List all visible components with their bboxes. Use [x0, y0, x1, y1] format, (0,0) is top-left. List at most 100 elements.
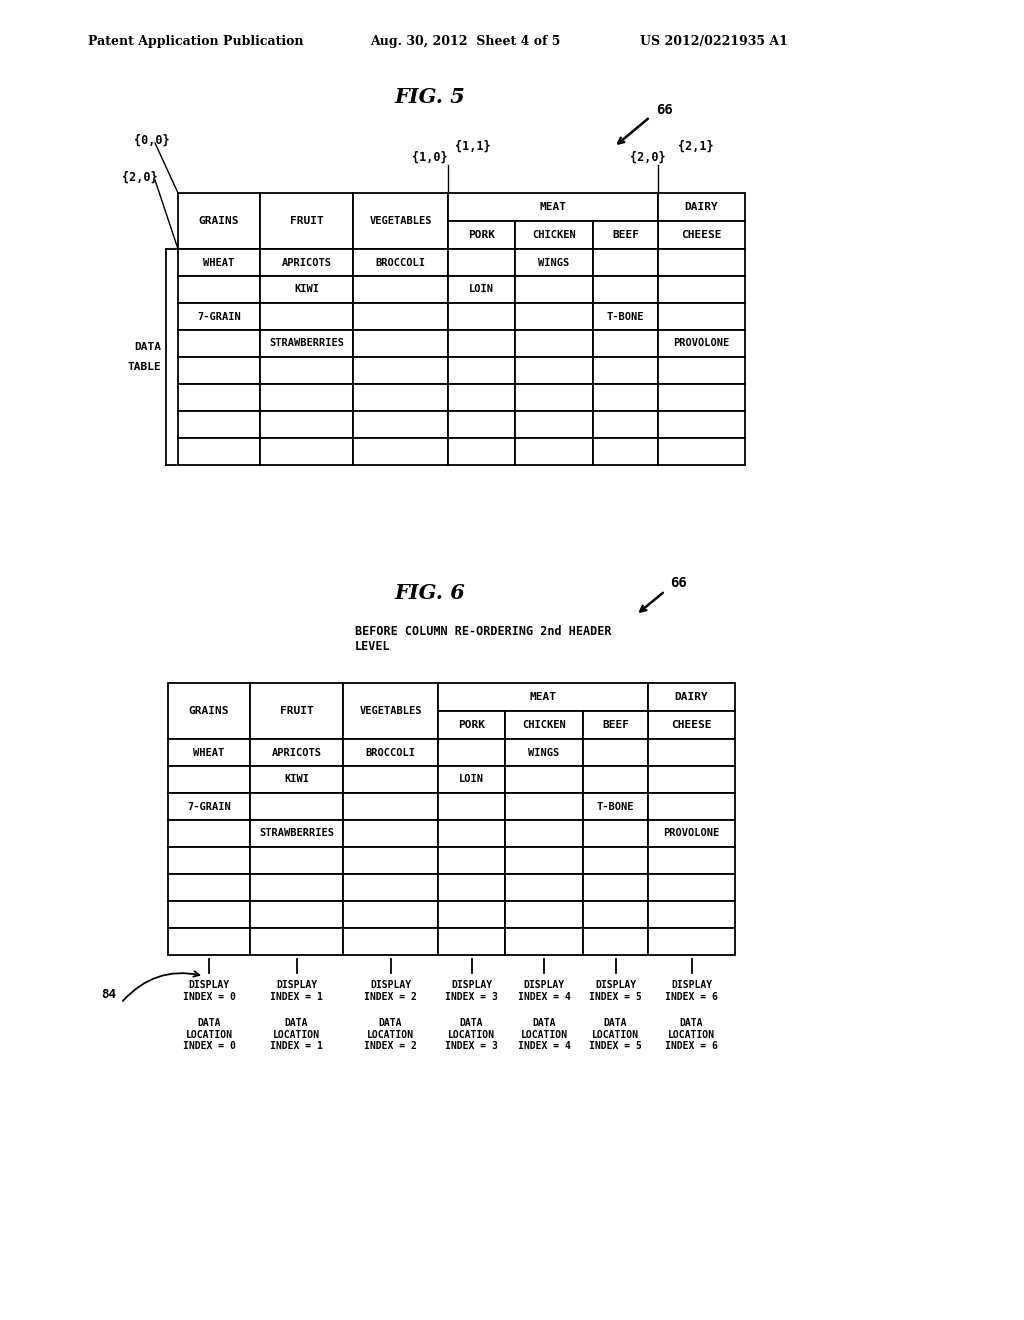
Text: {1,1}: {1,1}: [456, 140, 490, 153]
Bar: [583, 928, 648, 954]
Text: DATA
LOCATION
INDEX = 6: DATA LOCATION INDEX = 6: [665, 1018, 718, 1051]
Bar: [168, 739, 250, 766]
Text: CHICKEN: CHICKEN: [522, 719, 566, 730]
Bar: [178, 411, 260, 438]
Text: PORK: PORK: [468, 230, 495, 240]
Bar: [658, 193, 745, 220]
Bar: [353, 193, 449, 249]
Text: DISPLAY
INDEX = 5: DISPLAY INDEX = 5: [589, 979, 642, 1002]
Bar: [515, 330, 593, 356]
Bar: [593, 411, 658, 438]
Text: DISPLAY
INDEX = 3: DISPLAY INDEX = 3: [445, 979, 498, 1002]
Text: 7-GRAIN: 7-GRAIN: [187, 801, 230, 812]
Bar: [438, 902, 505, 928]
Bar: [449, 411, 515, 438]
Bar: [449, 193, 658, 220]
Bar: [648, 928, 735, 954]
Bar: [505, 793, 583, 820]
Text: FIG. 6: FIG. 6: [394, 583, 465, 603]
Bar: [658, 249, 745, 276]
Text: BROCCOLI: BROCCOLI: [366, 747, 416, 758]
Text: DAIRY: DAIRY: [685, 202, 719, 213]
Text: 84: 84: [101, 989, 116, 1002]
Text: {2,0}: {2,0}: [630, 150, 666, 164]
Bar: [438, 682, 648, 711]
Text: DISPLAY
INDEX = 2: DISPLAY INDEX = 2: [365, 979, 417, 1002]
Bar: [583, 847, 648, 874]
Bar: [648, 793, 735, 820]
Bar: [593, 356, 658, 384]
Text: BEEF: BEEF: [612, 230, 639, 240]
Bar: [260, 276, 353, 304]
Text: {2,1}: {2,1}: [678, 140, 714, 153]
Bar: [260, 249, 353, 276]
Text: PROVOLONE: PROVOLONE: [664, 829, 720, 838]
Text: Patent Application Publication: Patent Application Publication: [88, 36, 303, 49]
Bar: [515, 220, 593, 249]
Bar: [449, 249, 515, 276]
Bar: [250, 874, 343, 902]
Text: GRAINS: GRAINS: [188, 706, 229, 715]
Bar: [583, 739, 648, 766]
Text: 66: 66: [656, 103, 673, 117]
Text: 7-GRAIN: 7-GRAIN: [198, 312, 241, 322]
Bar: [343, 874, 438, 902]
Bar: [353, 438, 449, 465]
Bar: [438, 820, 505, 847]
Bar: [168, 847, 250, 874]
Bar: [168, 928, 250, 954]
Text: DISPLAY
INDEX = 1: DISPLAY INDEX = 1: [270, 979, 323, 1002]
Bar: [353, 330, 449, 356]
Bar: [168, 766, 250, 793]
Bar: [505, 902, 583, 928]
Text: BEFORE COLUMN RE-ORDERING 2nd HEADER: BEFORE COLUMN RE-ORDERING 2nd HEADER: [355, 624, 611, 638]
Bar: [583, 820, 648, 847]
Bar: [343, 766, 438, 793]
Bar: [353, 276, 449, 304]
Bar: [343, 902, 438, 928]
Bar: [658, 356, 745, 384]
Bar: [438, 711, 505, 739]
Text: LOIN: LOIN: [459, 775, 484, 784]
Bar: [515, 411, 593, 438]
Text: {0,0}: {0,0}: [134, 133, 170, 147]
Bar: [343, 928, 438, 954]
Bar: [593, 384, 658, 411]
Bar: [178, 384, 260, 411]
Text: Aug. 30, 2012  Sheet 4 of 5: Aug. 30, 2012 Sheet 4 of 5: [370, 36, 560, 49]
Bar: [178, 276, 260, 304]
Bar: [648, 739, 735, 766]
Bar: [593, 249, 658, 276]
Bar: [438, 793, 505, 820]
Text: CHICKEN: CHICKEN: [532, 230, 575, 240]
Text: PROVOLONE: PROVOLONE: [674, 338, 730, 348]
Bar: [593, 330, 658, 356]
Text: STRAWBERRIES: STRAWBERRIES: [259, 829, 334, 838]
Text: TABLE: TABLE: [127, 362, 161, 372]
Text: FRUIT: FRUIT: [290, 216, 324, 226]
Bar: [658, 384, 745, 411]
Bar: [648, 820, 735, 847]
Bar: [260, 304, 353, 330]
Bar: [168, 682, 250, 739]
Bar: [583, 766, 648, 793]
Text: WHEAT: WHEAT: [194, 747, 224, 758]
Bar: [658, 438, 745, 465]
Bar: [438, 847, 505, 874]
Bar: [449, 438, 515, 465]
Bar: [353, 249, 449, 276]
Bar: [168, 902, 250, 928]
Bar: [658, 220, 745, 249]
Bar: [583, 711, 648, 739]
Text: PORK: PORK: [458, 719, 485, 730]
Text: GRAINS: GRAINS: [199, 216, 240, 226]
Bar: [505, 847, 583, 874]
Text: {1,0}: {1,0}: [413, 150, 447, 164]
Text: WINGS: WINGS: [528, 747, 560, 758]
Text: KIWI: KIWI: [294, 285, 319, 294]
Text: LEVEL: LEVEL: [355, 640, 390, 653]
Bar: [438, 766, 505, 793]
Text: DATA: DATA: [134, 342, 161, 352]
Bar: [593, 276, 658, 304]
Bar: [250, 766, 343, 793]
